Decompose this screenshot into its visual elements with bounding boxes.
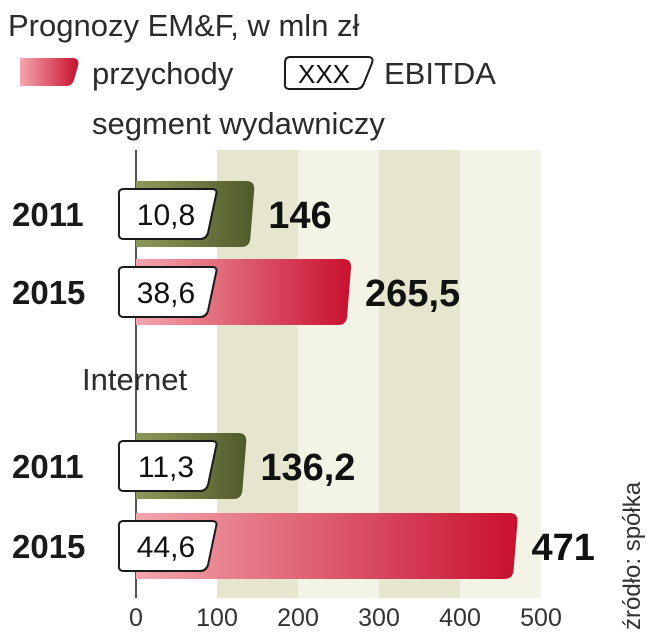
source-note: źródło: spółka — [619, 481, 646, 630]
legend-revenue-label: przychody — [92, 56, 234, 91]
year-label: 2011 — [12, 196, 84, 233]
ebitda-box — [117, 520, 218, 572]
x-tick-label: 0 — [129, 604, 143, 632]
legend: przychody XXX EBITDA — [20, 56, 496, 91]
bars: 10,8 2011 146 38,6 2015 265,5 11,3 2011 136,2 44,… — [12, 181, 595, 579]
ebitda-label: 10,8 — [137, 199, 195, 232]
group-label-internet: Internet — [82, 362, 188, 397]
bar-revenue — [136, 513, 518, 579]
chart-title: Prognozy EM&F, w mln zł — [8, 8, 360, 43]
legend-ebitda-box — [283, 56, 374, 90]
ebitda-box — [117, 266, 218, 318]
revenue-value-label: 265,5 — [365, 273, 460, 315]
ebitda-box — [117, 440, 218, 492]
legend-revenue-swatch — [20, 58, 79, 86]
x-tick-label: 100 — [196, 604, 238, 632]
ebitda-label: 38,6 — [137, 277, 195, 310]
x-tick-label: 300 — [358, 604, 400, 632]
x-tick-label: 400 — [439, 604, 481, 632]
legend-ebitda-label: EBITDA — [384, 56, 496, 91]
group-label-publishing: segment wydawniczy — [92, 106, 385, 141]
revenue-value-label: 136,2 — [260, 447, 355, 489]
revenue-value-label: 146 — [268, 195, 331, 237]
revenue-value-label: 471 — [532, 527, 595, 569]
ebitda-box — [117, 188, 218, 240]
legend-ebitda-sample: XXX — [298, 59, 350, 89]
x-tick-label: 500 — [520, 604, 562, 632]
x-axis: 0 100 200 300 400 500 — [129, 604, 562, 632]
ebitda-label: 11,3 — [138, 451, 194, 484]
ebitda-label: 44,6 — [137, 531, 195, 564]
x-tick-label: 200 — [277, 604, 319, 632]
year-label: 2011 — [12, 448, 84, 485]
year-label: 2015 — [12, 274, 85, 311]
year-label: 2015 — [12, 528, 85, 565]
